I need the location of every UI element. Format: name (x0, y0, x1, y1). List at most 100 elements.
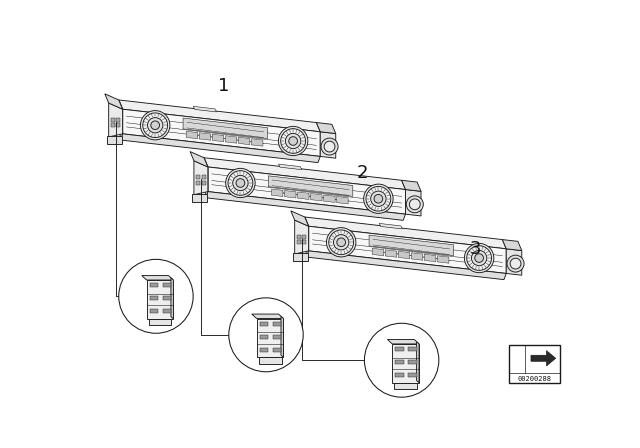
Polygon shape (119, 100, 320, 132)
Polygon shape (385, 250, 397, 257)
Polygon shape (412, 253, 423, 260)
Polygon shape (257, 319, 284, 358)
Circle shape (333, 235, 349, 250)
Polygon shape (116, 123, 120, 127)
Polygon shape (107, 136, 122, 144)
Polygon shape (273, 322, 281, 326)
Polygon shape (202, 181, 205, 185)
Polygon shape (398, 251, 410, 259)
Polygon shape (281, 316, 284, 358)
Polygon shape (193, 194, 207, 202)
Polygon shape (406, 190, 421, 216)
Circle shape (321, 138, 338, 155)
Polygon shape (305, 217, 506, 249)
Circle shape (410, 199, 420, 210)
Circle shape (285, 134, 301, 149)
Circle shape (371, 191, 386, 207)
Circle shape (467, 246, 492, 270)
Polygon shape (387, 340, 419, 344)
Polygon shape (316, 123, 336, 134)
Polygon shape (408, 373, 417, 377)
Polygon shape (303, 235, 307, 238)
Circle shape (507, 255, 524, 272)
Polygon shape (111, 123, 115, 127)
Circle shape (337, 238, 346, 246)
Circle shape (406, 196, 423, 213)
Circle shape (324, 141, 335, 152)
Polygon shape (531, 351, 556, 366)
Polygon shape (193, 106, 216, 112)
Circle shape (374, 194, 383, 203)
Polygon shape (150, 309, 158, 313)
Polygon shape (260, 335, 268, 339)
Polygon shape (190, 151, 208, 167)
Circle shape (151, 121, 159, 129)
Circle shape (229, 298, 303, 372)
Polygon shape (297, 240, 301, 244)
Polygon shape (408, 347, 417, 351)
Polygon shape (408, 360, 417, 364)
Polygon shape (305, 217, 308, 257)
Circle shape (326, 228, 356, 257)
Circle shape (510, 258, 521, 269)
Polygon shape (252, 314, 284, 319)
Polygon shape (212, 134, 224, 142)
Polygon shape (116, 118, 120, 121)
Circle shape (364, 323, 439, 397)
Circle shape (366, 186, 391, 211)
Polygon shape (372, 248, 383, 256)
Polygon shape (380, 224, 403, 229)
Circle shape (475, 254, 483, 263)
Polygon shape (259, 358, 282, 364)
Circle shape (143, 113, 168, 138)
Polygon shape (303, 240, 307, 244)
Polygon shape (163, 284, 172, 287)
Polygon shape (202, 176, 205, 179)
Text: 3: 3 (470, 240, 481, 258)
Polygon shape (294, 220, 308, 254)
Polygon shape (424, 254, 436, 262)
Polygon shape (396, 360, 404, 364)
Polygon shape (320, 132, 336, 158)
Polygon shape (196, 176, 200, 179)
Polygon shape (506, 249, 522, 275)
Polygon shape (109, 103, 123, 137)
Polygon shape (150, 284, 158, 287)
Bar (509, 345, 560, 383)
Circle shape (289, 137, 298, 145)
Polygon shape (204, 158, 208, 198)
Circle shape (329, 230, 353, 254)
Polygon shape (208, 167, 406, 214)
Polygon shape (402, 180, 421, 191)
Polygon shape (273, 348, 281, 352)
Polygon shape (396, 373, 404, 377)
Polygon shape (186, 131, 198, 139)
Polygon shape (150, 296, 158, 300)
Text: 1: 1 (218, 77, 229, 95)
Polygon shape (105, 94, 123, 109)
Polygon shape (324, 195, 335, 202)
Polygon shape (308, 226, 506, 273)
Polygon shape (123, 109, 320, 156)
Circle shape (472, 250, 487, 266)
Circle shape (233, 175, 248, 191)
Polygon shape (260, 348, 268, 352)
Polygon shape (307, 251, 506, 280)
Polygon shape (337, 197, 348, 204)
Polygon shape (271, 189, 283, 197)
Circle shape (364, 184, 393, 213)
Polygon shape (119, 100, 123, 140)
Polygon shape (194, 161, 208, 195)
Polygon shape (417, 342, 419, 383)
Polygon shape (260, 322, 268, 326)
Polygon shape (183, 118, 268, 138)
Polygon shape (238, 137, 250, 145)
Circle shape (226, 168, 255, 198)
Polygon shape (437, 256, 449, 263)
Polygon shape (252, 139, 263, 146)
Polygon shape (396, 347, 404, 351)
Polygon shape (163, 309, 172, 313)
Text: 00200288: 00200288 (517, 376, 551, 382)
Polygon shape (284, 190, 296, 198)
Polygon shape (205, 192, 406, 220)
